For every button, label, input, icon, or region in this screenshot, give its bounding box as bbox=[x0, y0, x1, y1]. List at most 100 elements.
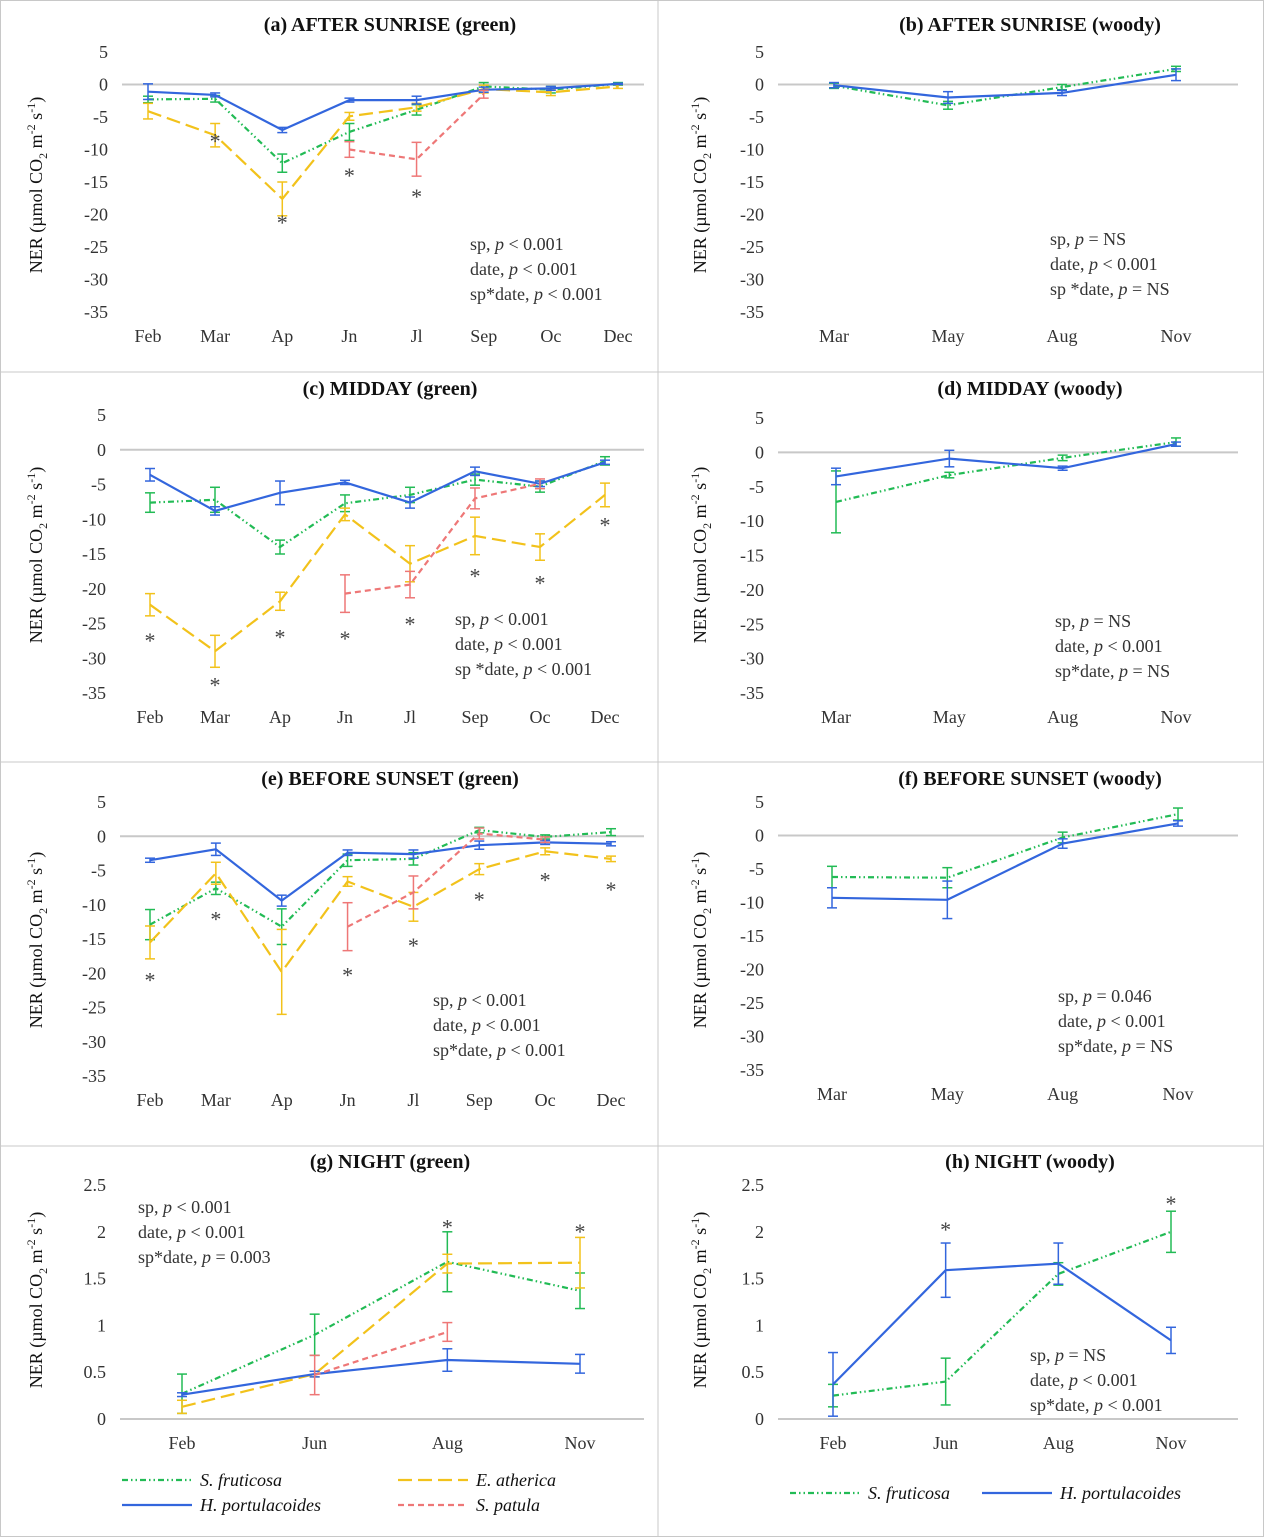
legend-label: E. atherica bbox=[475, 1470, 556, 1490]
series-line bbox=[344, 482, 541, 595]
stats-value: < 0.001 bbox=[1103, 1395, 1163, 1415]
significance-star: * bbox=[210, 906, 221, 931]
y-axis-label-part: -2 bbox=[688, 879, 702, 889]
panel-title: (g) NIGHT (green) bbox=[310, 1151, 470, 1173]
y-tick-label: -30 bbox=[82, 648, 106, 668]
stats-line: sp*date, p < 0.001 bbox=[1030, 1395, 1163, 1415]
y-tick-label: 5 bbox=[97, 792, 106, 812]
y-tick-label: -35 bbox=[82, 1066, 106, 1086]
stats-line: sp, p = 0.046 bbox=[1058, 986, 1152, 1006]
stats-label: sp *date, bbox=[455, 659, 523, 679]
y-axis-label: NER (µmol CO2 m-2 s-1) bbox=[688, 852, 714, 1028]
x-tick-label: Aug bbox=[1043, 1433, 1074, 1453]
significance-star: * bbox=[940, 1217, 951, 1242]
stats-p: p bbox=[1120, 1036, 1131, 1056]
x-tick-label: Dec bbox=[597, 1090, 626, 1110]
y-tick-label: -20 bbox=[740, 960, 764, 980]
stats-line: sp, p < 0.001 bbox=[138, 1197, 232, 1217]
y-tick-label: 0 bbox=[99, 75, 108, 95]
series-line bbox=[149, 850, 612, 974]
stats-p: p bbox=[507, 259, 518, 279]
x-tick-label: Aug bbox=[1047, 1084, 1078, 1104]
y-axis-label-part: -1 bbox=[24, 858, 38, 868]
y-axis-label-part: s bbox=[690, 868, 710, 880]
y-axis-label: NER (µmol CO2 m-2 s-1) bbox=[24, 467, 50, 643]
y-tick-label: -20 bbox=[84, 205, 108, 225]
y-tick-label: 5 bbox=[99, 42, 108, 62]
legend-label: S. fruticosa bbox=[868, 1483, 950, 1503]
y-tick-label: -30 bbox=[84, 270, 108, 290]
y-tick-label: -30 bbox=[740, 270, 764, 290]
stats-value: < 0.001 bbox=[467, 990, 527, 1010]
y-axis-label-part: m bbox=[690, 889, 710, 908]
stats-p: p bbox=[492, 634, 503, 654]
stats-value: = NS bbox=[1064, 1345, 1106, 1365]
significance-star: * bbox=[275, 625, 286, 650]
y-tick-label: -15 bbox=[740, 172, 764, 192]
y-axis-label-part: s bbox=[26, 113, 46, 125]
x-tick-label: Ap bbox=[271, 326, 293, 346]
y-axis-label-part: NER (µmol CO bbox=[26, 159, 47, 273]
stats-label: date, bbox=[470, 259, 509, 279]
x-tick-label: Nov bbox=[1156, 1433, 1187, 1453]
y-tick-label: 0.5 bbox=[742, 1362, 765, 1382]
legend-label: H. portulacoides bbox=[199, 1495, 321, 1515]
y-axis-label-part: ) bbox=[690, 1212, 711, 1218]
legend-label: H. portulacoides bbox=[1059, 1483, 1181, 1503]
y-tick-label: 0.5 bbox=[84, 1362, 107, 1382]
x-tick-label: Ap bbox=[269, 707, 291, 727]
series-h-portulacoides bbox=[828, 1242, 1176, 1417]
stats-line: date, p < 0.001 bbox=[433, 1015, 541, 1035]
significance-star: * bbox=[535, 570, 546, 595]
x-tick-label: Feb bbox=[820, 1433, 847, 1453]
y-tick-label: -35 bbox=[740, 683, 764, 703]
y-axis-label-part: ) bbox=[26, 467, 47, 473]
stats-line: sp*date, p < 0.001 bbox=[433, 1040, 566, 1060]
significance-star: * bbox=[277, 210, 288, 235]
x-tick-label: Mar bbox=[819, 326, 849, 346]
x-tick-label: Jl bbox=[404, 707, 416, 727]
series-e-atherica bbox=[145, 482, 610, 669]
y-tick-label: -25 bbox=[84, 237, 108, 257]
y-tick-label: 0 bbox=[755, 442, 764, 462]
y-tick-label: 1 bbox=[755, 1315, 764, 1335]
y-axis-label-part: NER (µmol CO bbox=[690, 1274, 711, 1388]
y-tick-label: 0 bbox=[755, 826, 764, 846]
y-tick-label: -30 bbox=[82, 1032, 106, 1052]
stats-p: p bbox=[1053, 1345, 1064, 1365]
stats-label: date, bbox=[1058, 1011, 1097, 1031]
y-axis-label-part: -2 bbox=[24, 1239, 38, 1249]
stats-line: sp, p = NS bbox=[1055, 611, 1131, 631]
y-tick-label: -10 bbox=[740, 893, 764, 913]
stats-p: p bbox=[478, 609, 489, 629]
y-tick-label: -35 bbox=[84, 302, 108, 322]
x-tick-label: Oc bbox=[535, 1090, 556, 1110]
x-tick-label: Jl bbox=[411, 326, 423, 346]
y-axis-label-part: m bbox=[690, 1249, 710, 1268]
y-tick-label: -15 bbox=[84, 172, 108, 192]
stats-label: date, bbox=[1055, 636, 1094, 656]
stats-label: sp, bbox=[1050, 229, 1075, 249]
x-tick-label: Nov bbox=[1163, 1084, 1194, 1104]
series-h-portulacoides bbox=[829, 68, 1181, 105]
stats-value: < 0.001 bbox=[1078, 1370, 1138, 1390]
panel-title: (a) AFTER SUNRISE (green) bbox=[264, 14, 516, 36]
y-axis-label-part: NER (µmol CO bbox=[26, 1274, 47, 1388]
x-tick-label: Oc bbox=[530, 707, 551, 727]
y-axis-label-part: 2 bbox=[700, 908, 714, 914]
y-tick-label: 5 bbox=[755, 408, 764, 428]
series-s-patula bbox=[309, 1321, 453, 1396]
y-axis-label-part: -1 bbox=[688, 1218, 702, 1228]
stats-p: p bbox=[175, 1222, 186, 1242]
stats-p: p bbox=[493, 234, 504, 254]
series-s-patula bbox=[344, 89, 489, 177]
stats-label: sp *date, bbox=[1050, 279, 1118, 299]
stats-line: date, p < 0.001 bbox=[138, 1222, 246, 1242]
y-axis-label: NER (µmol CO2 m-2 s-1) bbox=[688, 467, 714, 643]
panel-title: (b) AFTER SUNRISE (woody) bbox=[899, 14, 1161, 36]
stats-label: sp*date, bbox=[1030, 1395, 1094, 1415]
x-tick-label: Sep bbox=[462, 707, 489, 727]
y-tick-label: -20 bbox=[740, 205, 764, 225]
stats-p: p bbox=[161, 1197, 172, 1217]
stats-line: sp *date, p = NS bbox=[1050, 279, 1170, 299]
